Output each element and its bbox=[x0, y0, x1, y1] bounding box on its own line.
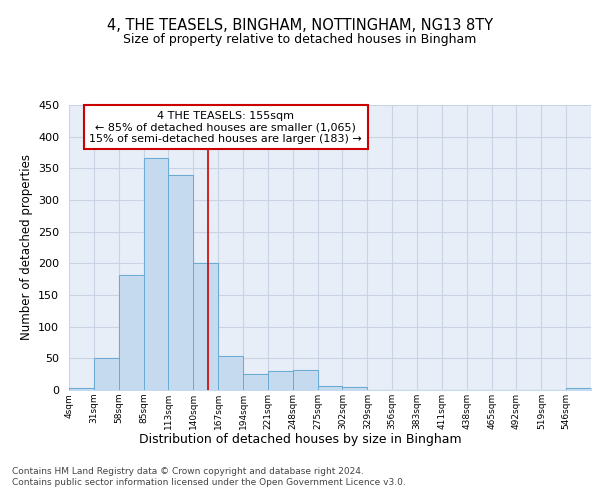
Y-axis label: Number of detached properties: Number of detached properties bbox=[20, 154, 32, 340]
Text: 4 THE TEASELS: 155sqm
← 85% of detached houses are smaller (1,065)
15% of semi-d: 4 THE TEASELS: 155sqm ← 85% of detached … bbox=[89, 110, 362, 144]
Text: 4, THE TEASELS, BINGHAM, NOTTINGHAM, NG13 8TY: 4, THE TEASELS, BINGHAM, NOTTINGHAM, NG1… bbox=[107, 18, 493, 32]
Text: Contains HM Land Registry data © Crown copyright and database right 2024.
Contai: Contains HM Land Registry data © Crown c… bbox=[12, 468, 406, 487]
Text: Size of property relative to detached houses in Bingham: Size of property relative to detached ho… bbox=[124, 32, 476, 46]
Text: Distribution of detached houses by size in Bingham: Distribution of detached houses by size … bbox=[139, 432, 461, 446]
